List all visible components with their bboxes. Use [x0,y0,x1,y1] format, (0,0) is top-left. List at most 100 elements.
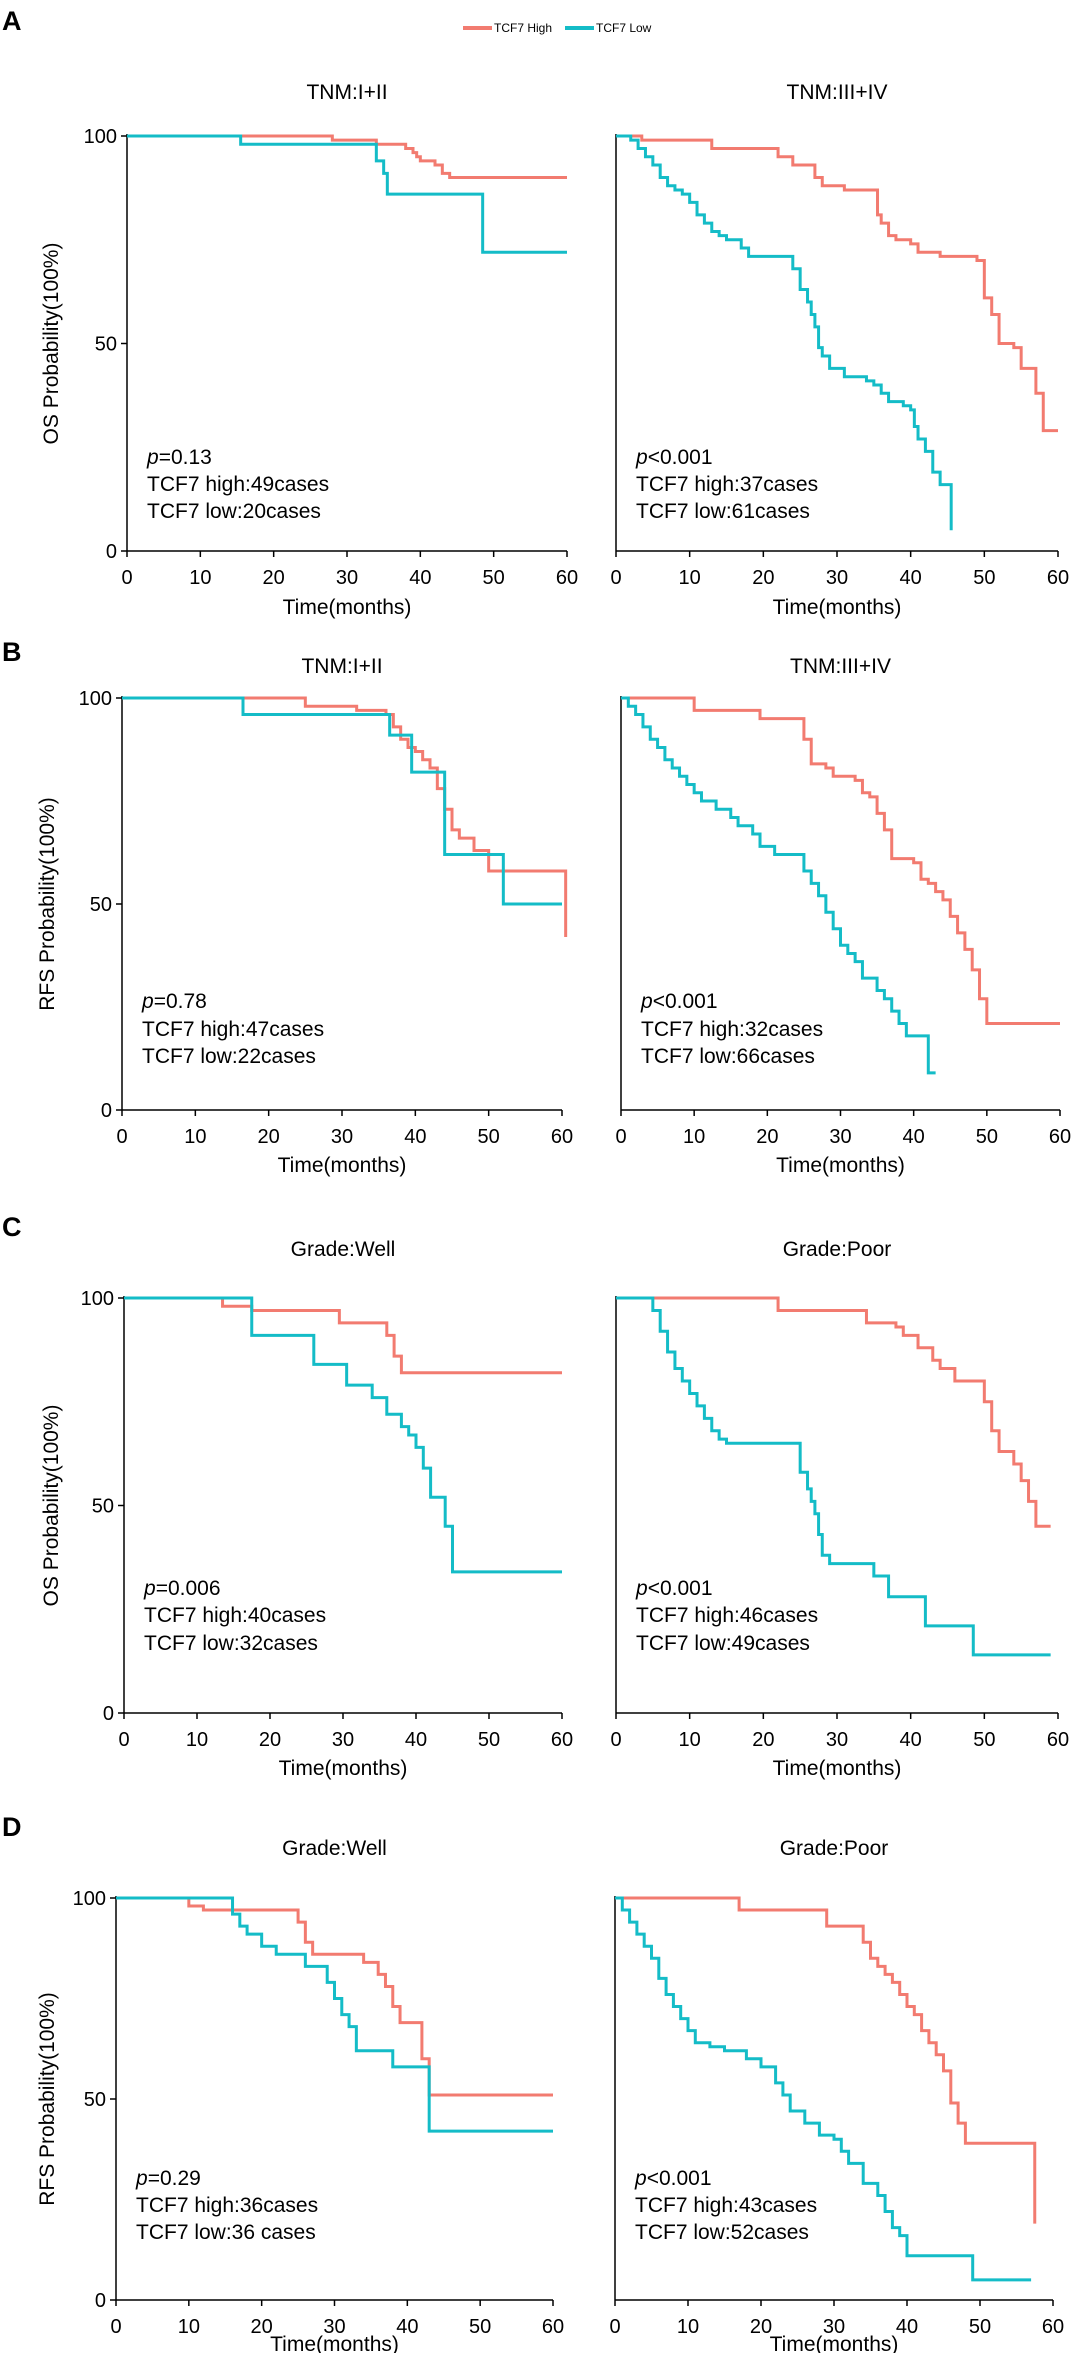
x-tick-label: 20 [251,2316,273,2338]
x-tick-label: 0 [610,567,621,589]
y-axis-label: RFS Probability(100%) [36,797,59,1011]
x-axis-label: Time(months) [776,1154,905,1177]
p-value: p=0.29 [135,2167,201,2190]
km-plot-c-2: Grade:Poor 0 10 20 30 40 50 60 Time(months) p<0.0… [610,1238,1069,1780]
km-plot-b-2: TNM:III+IV 0 10 20 30 40 50 60 Time(months) p<0.0… [615,655,1071,1177]
y-tick-label: 100 [81,1288,114,1310]
x-tick-label: 50 [469,2316,491,2338]
x-tick-label: 20 [752,1729,774,1751]
x-tick-label: 50 [483,567,505,589]
p-value: p<0.001 [635,446,713,469]
x-tick-label: 40 [896,2316,918,2338]
km-plot-b-1: TNM:I+II 0 10 20 30 40 50 60 0 50 100 Time(months) p… [79,655,574,1177]
y-tick-label: 0 [101,1100,112,1122]
tcf7-low-curve [122,696,562,906]
y-tick-label: 0 [106,541,117,563]
x-axis-label: Time(months) [773,1757,902,1780]
low-case-count: TCF7 low:49cases [636,1632,810,1655]
x-tick-label: 60 [1042,2316,1064,2338]
tcf7-high-curve [127,134,567,179]
high-case-count: TCF7 high:36cases [136,2194,318,2217]
tcf7-high-curve [615,1896,1037,2224]
x-tick-label: 10 [184,1126,206,1148]
km-plot-d-1: Grade:Well 0 10 20 30 40 50 60 0 50 100 Time(months… [73,1837,565,2353]
x-tick-label: 40 [409,567,431,589]
plot-title: Grade:Poor [783,1238,892,1261]
x-tick-label: 50 [976,1126,998,1148]
low-case-count: TCF7 low:20cases [147,500,321,523]
x-axis-label: Time(months) [773,596,902,619]
y-tick-label: 50 [90,894,112,916]
high-case-count: TCF7 high:47cases [142,1018,324,1041]
y-tick-label: 100 [84,126,117,148]
tcf7-low-curve [124,1296,562,1574]
y-axis-label: OS Probability(100%) [40,243,63,445]
panel-a: A OS Probability(100%) TNM:I+II 0 10 20 30 40 50… [2,6,1069,619]
x-tick-label: 0 [121,567,132,589]
high-case-count: TCF7 high:40cases [144,1604,326,1627]
panel-c: C OS Probability(100%) Grade:Well 0 10 20 30 40… [2,1212,1069,1780]
p-value: p<0.001 [635,1577,713,1600]
tcf7-high-curve [122,696,568,937]
tcf7-high-curve [616,1296,1051,1528]
x-tick-label: 40 [404,1126,426,1148]
high-case-count: TCF7 high:49cases [147,473,329,496]
x-tick-label: 0 [110,2316,121,2338]
panel-label: B [2,637,22,667]
x-tick-label: 20 [259,1729,281,1751]
plot-title: Grade:Well [291,1238,396,1261]
x-tick-label: 10 [679,1729,701,1751]
x-axis-label: Time(months) [278,1154,407,1177]
p-value: p=0.006 [143,1577,221,1600]
tcf7-low-curve [616,1296,1051,1657]
x-tick-label: 60 [1049,1126,1071,1148]
tcf7-high-curve [124,1296,562,1375]
x-tick-label: 60 [556,567,578,589]
x-tick-label: 20 [752,567,774,589]
y-axis-label: OS Probability(100%) [40,1405,63,1607]
tcf7-high-curve [116,1896,553,2097]
x-tick-label: 30 [323,2316,345,2338]
panel-label: C [2,1212,22,1242]
x-tick-label: 50 [478,1729,500,1751]
x-tick-label: 60 [551,1126,573,1148]
x-tick-label: 40 [900,1729,922,1751]
high-case-count: TCF7 high:43cases [635,2194,817,2217]
tcf7-low-curve [615,1896,1032,2282]
low-case-count: TCF7 low:32cases [144,1632,318,1655]
x-tick-label: 40 [900,567,922,589]
x-tick-label: 40 [396,2316,418,2338]
p-value: p<0.001 [640,990,718,1013]
y-tick-label: 50 [95,334,117,356]
x-tick-label: 20 [263,567,285,589]
x-tick-label: 10 [677,2316,699,2338]
x-tick-label: 0 [609,2316,620,2338]
x-tick-label: 0 [610,1729,621,1751]
x-tick-label: 30 [823,2316,845,2338]
x-tick-label: 10 [178,2316,200,2338]
x-tick-label: 30 [829,1126,851,1148]
x-axis-label: Time(months) [270,2333,399,2353]
x-tick-label: 60 [1047,1729,1069,1751]
p-value: p=0.13 [146,446,212,469]
tcf7-low-curve [116,1896,553,2133]
x-tick-label: 50 [973,567,995,589]
p-value: p=0.78 [141,990,207,1013]
tcf7-low-curve [127,134,567,254]
plot-title: TNM:I+II [306,81,387,104]
panel-b: B RFS Probability(100%) TNM:I+II 0 10 20 30 40 5… [2,637,1071,1177]
low-case-count: TCF7 low:36 cases [136,2221,316,2244]
y-axis-label: RFS Probability(100%) [36,1992,59,2206]
plot-title: TNM:III+IV [787,81,888,104]
panel-label: D [2,1812,22,1842]
x-tick-label: 50 [973,1729,995,1751]
low-case-count: TCF7 low:22cases [142,1045,316,1068]
legend-high-label: TCF7 High [494,21,552,35]
low-case-count: TCF7 low:61cases [636,500,810,523]
x-tick-label: 40 [903,1126,925,1148]
tcf7-low-curve [621,696,936,1075]
low-case-count: TCF7 low:52cases [635,2221,809,2244]
x-tick-label: 20 [756,1126,778,1148]
x-tick-label: 30 [331,1126,353,1148]
